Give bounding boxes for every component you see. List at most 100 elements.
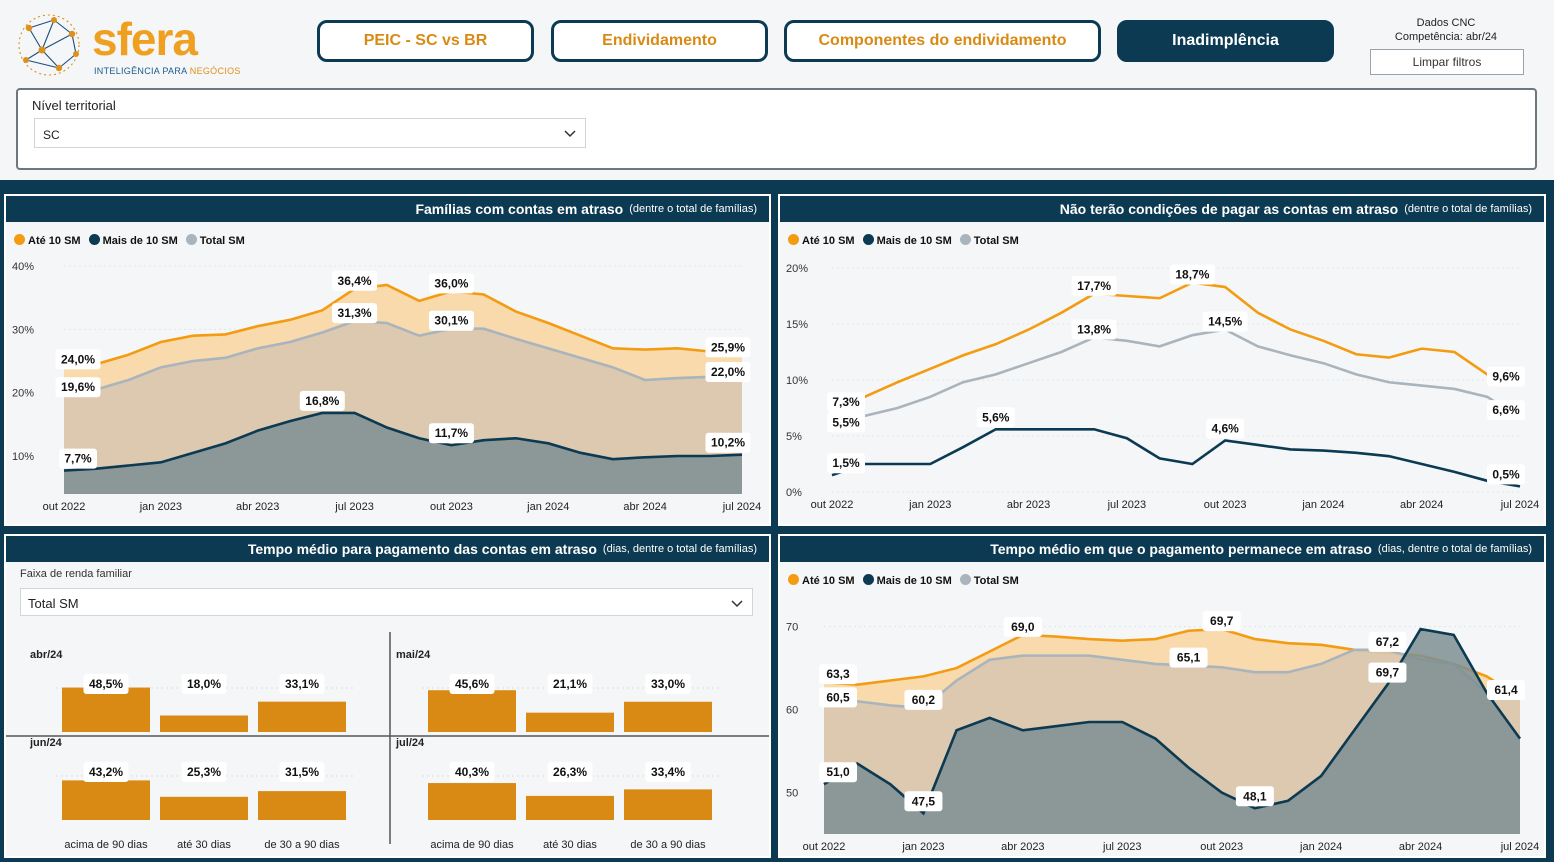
data-label-bg [1487,400,1525,421]
nav-componentes-endividamento[interactable]: Componentes do endividamento [784,20,1101,62]
data-label-bg [1071,275,1117,296]
bar-label: 25,3% [187,765,221,779]
line-chart-sem-condicoes: 0% 5% 10% 15% 20% out 2022 jan 2023 abr 2023 jul… [786,263,1539,511]
data-label: 10,2% [711,436,745,450]
bar-label: 26,3% [553,765,587,779]
legend-item-mais-10sm[interactable]: Mais de 10 SM [88,234,178,247]
panel-title: Famílias com contas em atraso (dentre o t… [6,196,769,222]
bar-label: 45,6% [455,677,489,691]
data-label: 7,3% [832,395,860,409]
nav-peic-sc-vs-br[interactable]: PEIC - SC vs BR [317,20,534,62]
data-label-bg [55,377,101,398]
legend-item-total-sm[interactable]: Total SM [959,574,1019,587]
panel-tempo-permanece-atraso: Tempo médio em que o pagamento permanece… [778,534,1546,858]
series-area-1 [824,629,1520,834]
bar-label-bg [645,674,691,694]
panel-title: Tempo médio para pagamento das contas em… [6,536,769,562]
data-label-bg [705,337,751,358]
data-label: 7,7% [64,452,92,466]
legend-item-total-sm[interactable]: Total SM [959,234,1019,247]
bar-label-bg [83,762,129,782]
bar-label-bg [449,674,495,694]
y-tick-label: 50 [786,788,798,800]
bar-label: 33,1% [285,677,319,691]
chevron-down-icon [564,130,576,138]
bar [526,712,614,732]
data-label: 51,0 [826,765,850,779]
bar-label-bg [279,674,325,694]
nav-endividamento[interactable]: Endividamento [551,20,768,62]
period: Competência: abr/24 [1394,31,1498,43]
group-label: jul/24 [395,737,425,749]
data-label-bg [332,270,378,291]
x-tick-label: abr 2024 [623,501,666,513]
data-source-info: Dados CNC Competência: abr/24 [1376,16,1516,44]
data-label-bg [819,664,857,685]
data-label: 18,7% [1175,268,1209,282]
legend-item-ate-10sm[interactable]: Até 10 SM [788,234,855,247]
chart-legend: Até 10 SM Mais de 10 SM Total SM [788,574,1019,587]
chart-legend: Até 10 SM Mais de 10 SM Total SM [14,234,245,247]
legend-item-mais-10sm[interactable]: Mais de 10 SM [862,234,952,247]
group-label: abr/24 [30,649,63,661]
category-label: de 30 a 90 dias [630,839,706,851]
x-tick-label: out 2023 [430,501,473,513]
y-tick-label: 10% [786,375,808,387]
data-label-bg [1202,611,1241,632]
bar [160,796,248,820]
category-label: acima de 90 dias [64,839,148,851]
legend-item-mais-10sm[interactable]: Mais de 10 SM [862,574,952,587]
series-area-1 [64,412,742,494]
data-label-bg [428,273,474,294]
legend-item-ate-10sm[interactable]: Até 10 SM [788,574,855,587]
bar [258,791,346,820]
data-label: 16,8% [305,394,339,408]
data-label-bg [299,390,345,411]
x-tick-label: abr 2024 [1400,499,1443,511]
area-chart-tempo-permanece: 50 60 70 out 2022 jan 2023 abr 2023 jul 2023 ou… [786,611,1539,853]
bar-label-bg [645,762,691,782]
bar-label: 21,1% [553,677,587,691]
data-label-bg [904,689,943,710]
data-label-bg [1235,786,1274,807]
data-label-bg [819,762,857,783]
data-label: 1,5% [832,456,860,470]
legend-item-total-sm[interactable]: Total SM [185,234,245,247]
data-label-bg [976,407,1015,428]
data-label-bg [332,303,378,324]
x-tick-label: jul 2023 [334,501,374,513]
data-label-bg [1487,464,1525,485]
data-label: 22,0% [711,365,745,379]
clear-filters-button[interactable]: Limpar filtros [1370,49,1524,75]
territorial-level-select[interactable]: SC [34,118,586,148]
panel-title: Tempo médio em que o pagamento permanece… [780,536,1544,562]
chevron-down-icon [731,600,743,608]
income-range-select[interactable]: Total SM [20,588,753,616]
data-label: 31,3% [338,306,372,320]
series-line-1 [823,627,1522,816]
data-label: 30,1% [434,314,468,328]
data-label: 60,2 [912,693,936,707]
x-tick-label: abr 2023 [1001,841,1044,853]
bar [526,795,614,820]
legend-item-ate-10sm[interactable]: Até 10 SM [14,234,81,247]
x-tick-label: out 2022 [803,841,846,853]
income-range-value: Total SM [28,596,79,611]
y-tick-label: 10% [12,451,34,463]
bar-label: 33,0% [651,677,685,691]
bar-label-bg [449,762,495,782]
bar [258,701,346,732]
data-label-bg [428,310,474,331]
nav-inadimplencia[interactable]: Inadimplência [1117,20,1334,62]
data-label-bg [827,453,865,474]
bar [624,789,712,820]
data-label-bg [827,392,865,413]
data-label: 69,7 [1376,666,1400,680]
data-label: 24,0% [61,352,95,366]
data-label: 60,5 [826,690,850,704]
x-tick-label: jan 2023 [139,501,182,513]
data-label: 5,6% [982,410,1010,424]
network-globe-icon [18,14,80,76]
data-label: 69,0 [1011,620,1035,634]
data-label: 69,7 [1210,614,1234,628]
